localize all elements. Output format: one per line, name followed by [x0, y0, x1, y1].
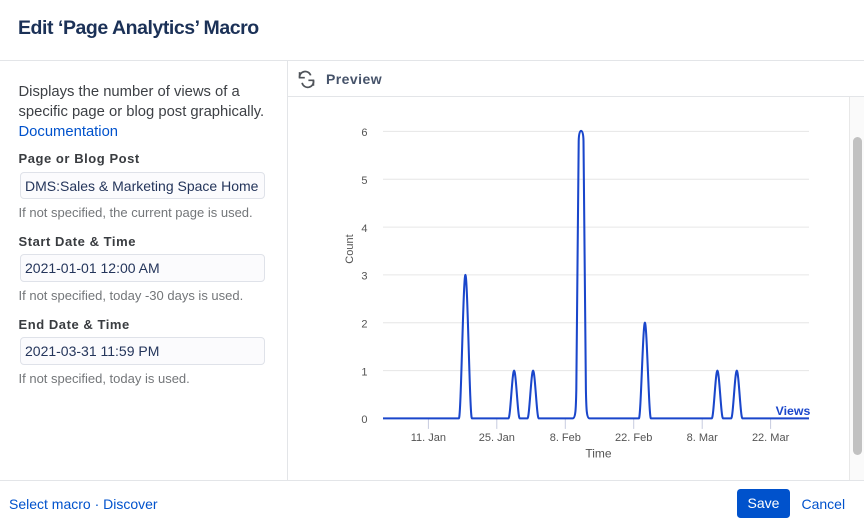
svg-text:6: 6	[361, 127, 367, 139]
svg-text:1: 1	[361, 366, 367, 378]
svg-text:22. Mar: 22. Mar	[752, 432, 790, 444]
svg-text:22. Feb: 22. Feb	[615, 432, 652, 444]
svg-text:8. Mar: 8. Mar	[687, 432, 719, 444]
svg-text:3: 3	[361, 271, 367, 283]
svg-text:Time: Time	[585, 447, 612, 461]
svg-text:5: 5	[361, 175, 367, 187]
svg-text:0: 0	[361, 414, 367, 426]
svg-text:2: 2	[361, 319, 367, 331]
svg-text:8. Feb: 8. Feb	[550, 432, 581, 444]
svg-text:25. Jan: 25. Jan	[479, 432, 515, 444]
svg-text:4: 4	[361, 223, 367, 235]
svg-text:Count: Count	[344, 234, 356, 263]
svg-text:11. Jan: 11. Jan	[411, 432, 446, 444]
svg-text:Views: Views	[776, 404, 811, 418]
